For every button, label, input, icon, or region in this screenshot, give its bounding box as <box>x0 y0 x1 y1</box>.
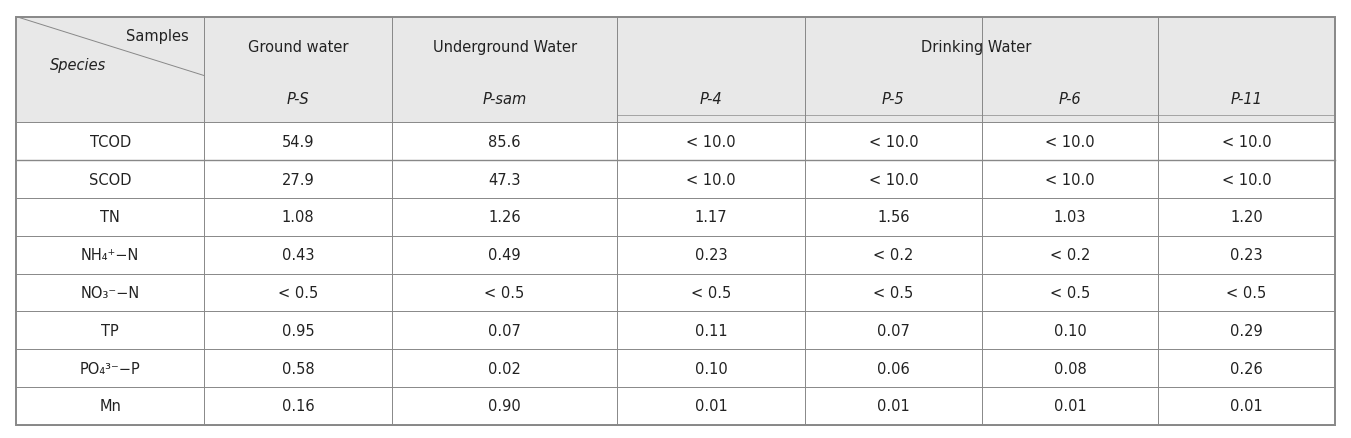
Text: < 10.0: < 10.0 <box>1221 134 1271 149</box>
Text: 1.26: 1.26 <box>488 210 521 225</box>
Bar <box>16 18 1335 76</box>
Text: 0.16: 0.16 <box>281 399 315 413</box>
Text: < 0.5: < 0.5 <box>278 285 317 300</box>
Bar <box>16 312 1335 350</box>
Bar <box>16 387 1335 425</box>
Text: < 0.5: < 0.5 <box>1227 285 1267 300</box>
Text: TP: TP <box>101 323 119 338</box>
Text: P-4: P-4 <box>700 92 723 107</box>
Text: PO₄³⁻−P: PO₄³⁻−P <box>80 361 141 376</box>
Bar <box>16 350 1335 387</box>
Text: 0.02: 0.02 <box>488 361 521 376</box>
Text: < 0.5: < 0.5 <box>1050 285 1090 300</box>
Text: P-5: P-5 <box>882 92 905 107</box>
Text: 0.10: 0.10 <box>1054 323 1086 338</box>
Text: 0.29: 0.29 <box>1231 323 1263 338</box>
Text: 0.01: 0.01 <box>694 399 728 413</box>
Text: < 10.0: < 10.0 <box>1046 172 1094 187</box>
Text: 1.17: 1.17 <box>694 210 727 225</box>
Text: 1.08: 1.08 <box>281 210 315 225</box>
Text: Samples: Samples <box>126 29 188 44</box>
Text: 0.49: 0.49 <box>488 247 521 262</box>
Text: 0.07: 0.07 <box>877 323 909 338</box>
Text: < 0.5: < 0.5 <box>485 285 524 300</box>
Bar <box>16 76 1335 123</box>
Text: Mn: Mn <box>99 399 122 413</box>
Text: P-11: P-11 <box>1231 92 1262 107</box>
Text: P-S: P-S <box>286 92 309 107</box>
Text: 0.90: 0.90 <box>488 399 521 413</box>
Text: 0.01: 0.01 <box>877 399 909 413</box>
Text: 0.43: 0.43 <box>282 247 315 262</box>
Text: 47.3: 47.3 <box>488 172 521 187</box>
Bar <box>16 274 1335 312</box>
Bar <box>16 161 1335 198</box>
Text: 1.03: 1.03 <box>1054 210 1086 225</box>
Text: Underground Water: Underground Water <box>432 39 577 54</box>
Text: TN: TN <box>100 210 120 225</box>
Text: SCOD: SCOD <box>89 172 131 187</box>
Text: 27.9: 27.9 <box>281 172 315 187</box>
Text: 0.23: 0.23 <box>1231 247 1263 262</box>
Text: < 0.2: < 0.2 <box>1050 247 1090 262</box>
Text: 0.58: 0.58 <box>281 361 315 376</box>
Text: 0.26: 0.26 <box>1231 361 1263 376</box>
Text: < 10.0: < 10.0 <box>686 134 736 149</box>
Text: < 0.5: < 0.5 <box>692 285 731 300</box>
Text: 0.10: 0.10 <box>694 361 728 376</box>
Bar <box>16 198 1335 236</box>
Text: NH₄⁺−N: NH₄⁺−N <box>81 247 139 262</box>
Text: < 10.0: < 10.0 <box>869 172 919 187</box>
Text: < 10.0: < 10.0 <box>869 134 919 149</box>
Text: 0.23: 0.23 <box>694 247 727 262</box>
Text: < 10.0: < 10.0 <box>686 172 736 187</box>
Text: TCOD: TCOD <box>89 134 131 149</box>
Text: 54.9: 54.9 <box>282 134 315 149</box>
Text: < 10.0: < 10.0 <box>1046 134 1094 149</box>
Text: Ground water: Ground water <box>247 39 349 54</box>
Text: 0.01: 0.01 <box>1054 399 1086 413</box>
Text: Species: Species <box>50 58 107 73</box>
Text: Drinking Water: Drinking Water <box>921 39 1031 54</box>
Text: 0.01: 0.01 <box>1231 399 1263 413</box>
Text: < 0.2: < 0.2 <box>873 247 913 262</box>
Text: < 10.0: < 10.0 <box>1221 172 1271 187</box>
Text: < 0.5: < 0.5 <box>873 285 913 300</box>
Bar <box>16 236 1335 274</box>
Text: 0.08: 0.08 <box>1054 361 1086 376</box>
Text: 1.56: 1.56 <box>877 210 909 225</box>
Bar <box>16 123 1335 161</box>
Text: 0.06: 0.06 <box>877 361 909 376</box>
Text: 1.20: 1.20 <box>1231 210 1263 225</box>
Text: 0.11: 0.11 <box>694 323 727 338</box>
Text: P-6: P-6 <box>1059 92 1081 107</box>
Text: P-sam: P-sam <box>482 92 527 107</box>
Text: 0.07: 0.07 <box>488 323 521 338</box>
Text: 0.95: 0.95 <box>281 323 315 338</box>
Text: NO₃⁻−N: NO₃⁻−N <box>81 285 139 300</box>
Text: 85.6: 85.6 <box>488 134 521 149</box>
